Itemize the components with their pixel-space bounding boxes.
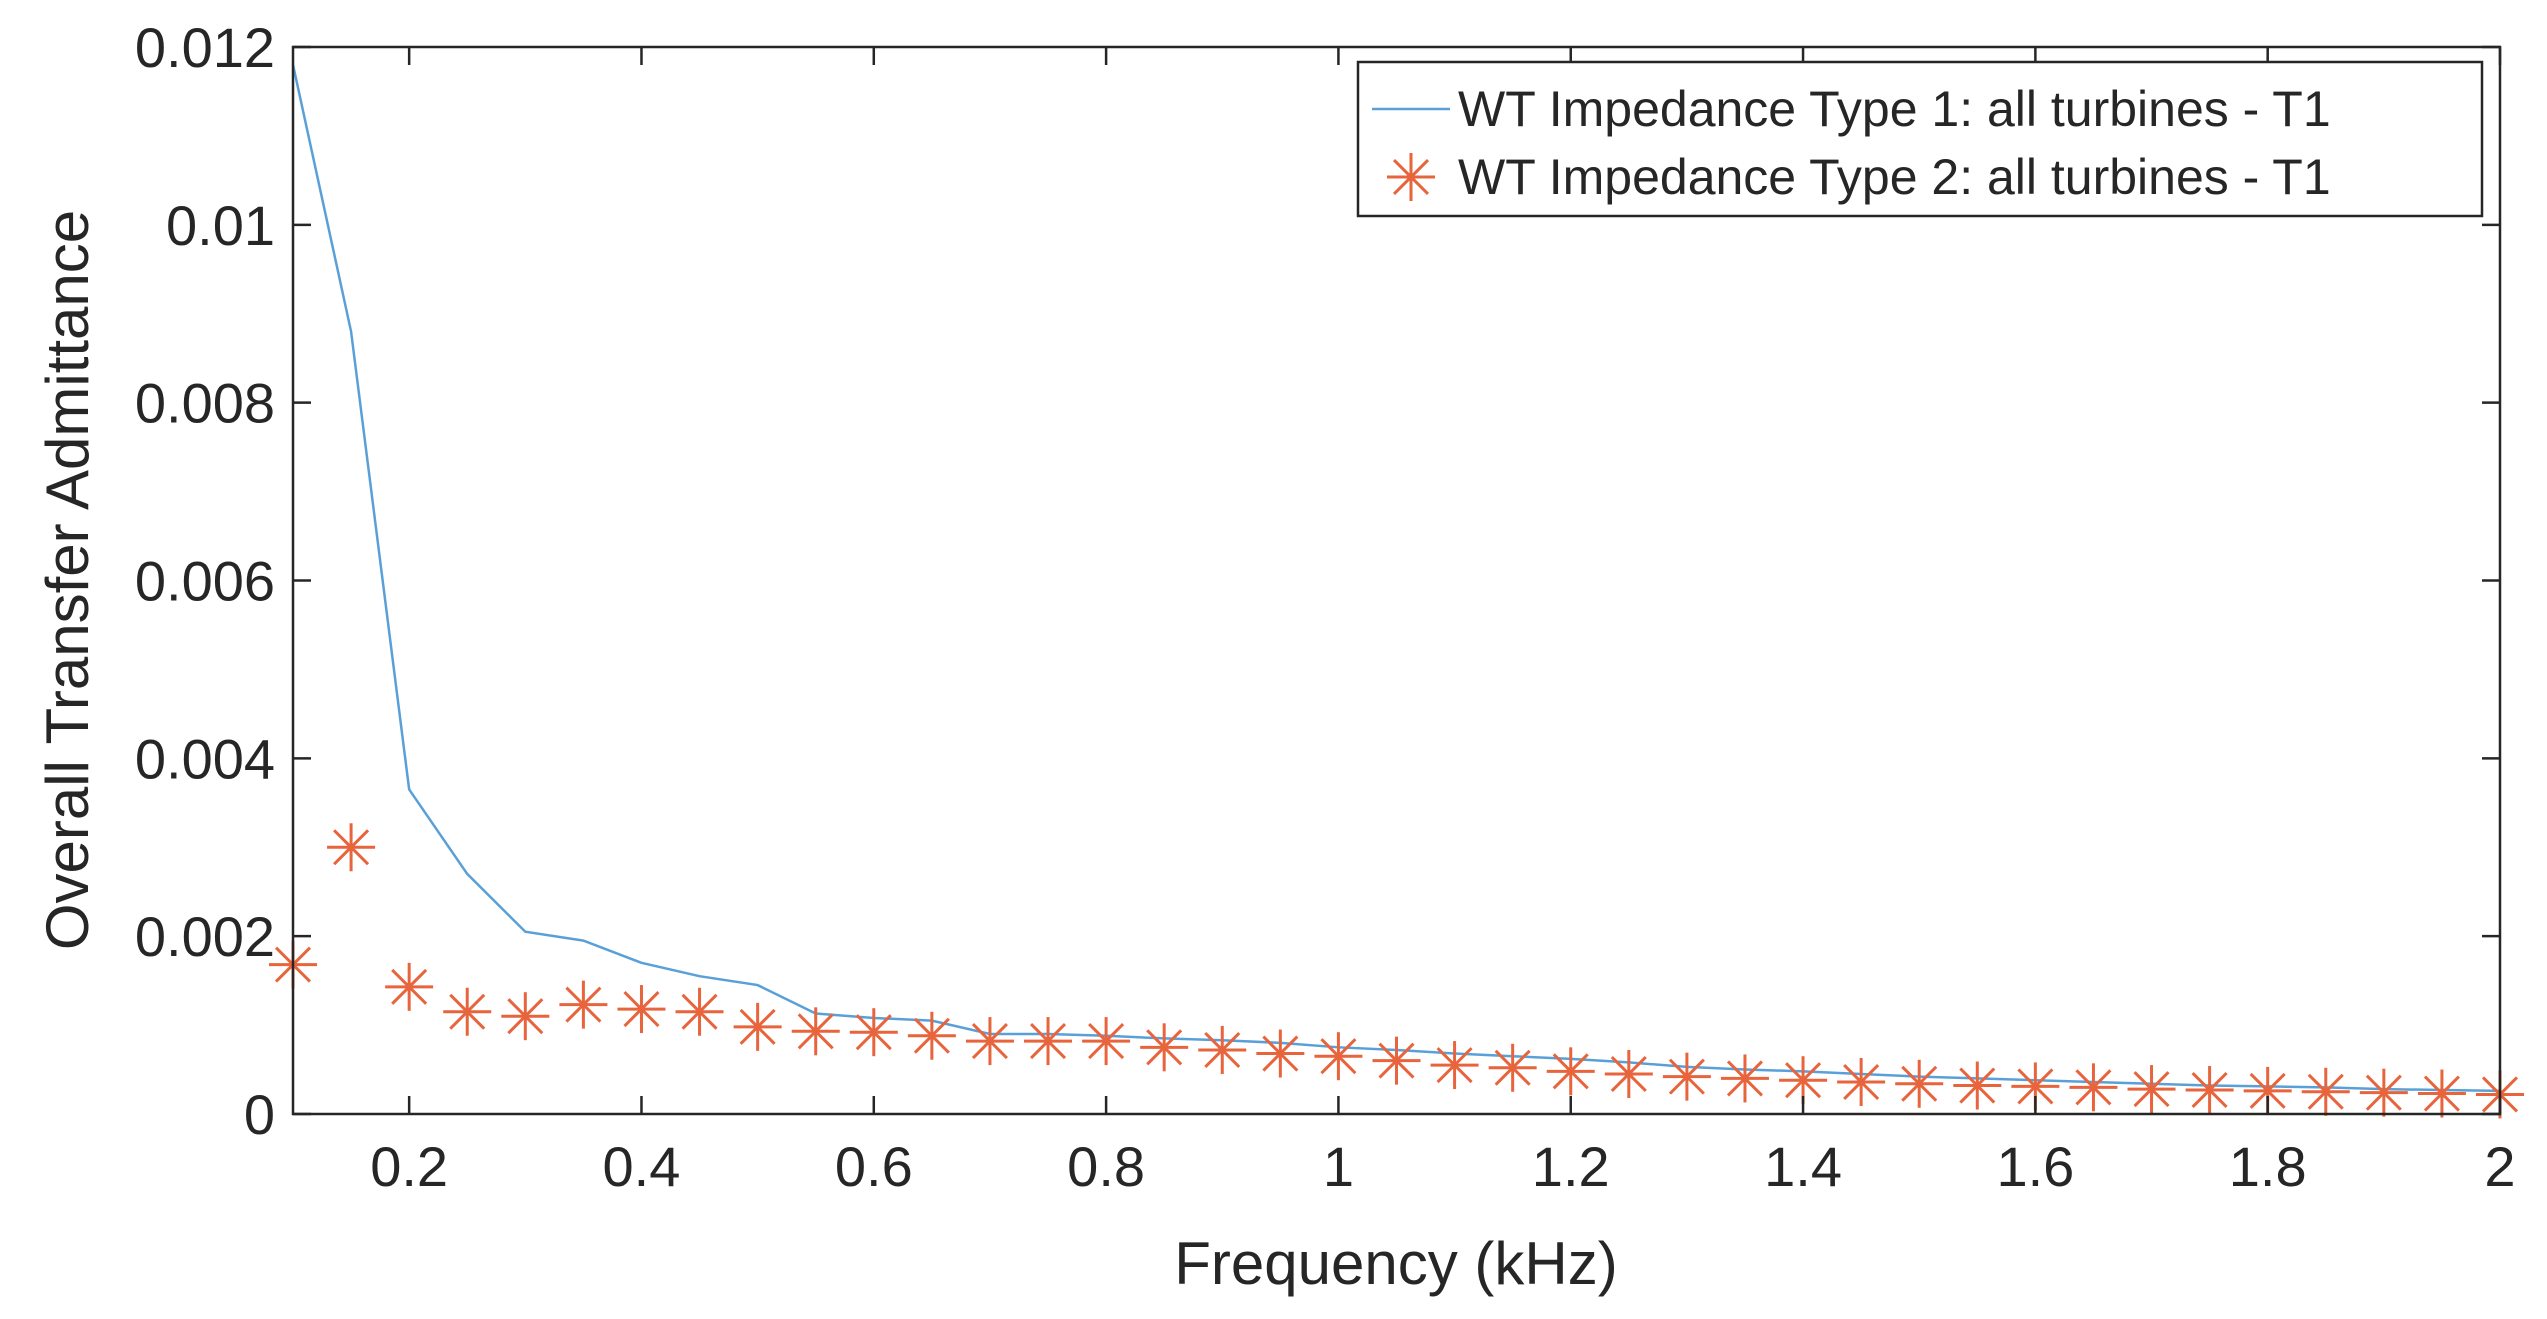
series-2-point [1662, 1052, 1711, 1101]
series-2-point [1546, 1047, 1595, 1096]
series-2-point [443, 987, 492, 1036]
series-2-point [385, 962, 434, 1011]
series-2-point [327, 823, 376, 872]
x-tick-label: 0.6 [835, 1135, 913, 1198]
series-2-point [1720, 1054, 1769, 1103]
y-tick-label: 0.008 [135, 372, 275, 435]
series-2-point [1140, 1023, 1189, 1072]
x-tick-label: 1 [1323, 1135, 1354, 1198]
y-axis-label: Overall Transfer Admittance [34, 210, 101, 950]
legend-entry-label: WT Impedance Type 2: all turbines - T1 [1458, 149, 2331, 205]
legend-entry-label: WT Impedance Type 1: all turbines - T1 [1458, 81, 2331, 137]
x-tick-label: 0.8 [1067, 1135, 1145, 1198]
legend: WT Impedance Type 1: all turbines - T1 WT… [1356, 60, 2484, 218]
series-2-point [617, 985, 666, 1034]
series-2-point [675, 987, 724, 1036]
series-2-point [1488, 1043, 1537, 1092]
series-2-point [907, 1011, 956, 1060]
series-2-point [2185, 1065, 2234, 1114]
y-tick-label: 0.012 [135, 16, 275, 79]
x-tick-label: 2 [2484, 1135, 2515, 1198]
x-axis-label: Frequency (kHz) [1174, 1230, 1617, 1297]
y-tick-label: 0.002 [135, 905, 275, 968]
series-2-point [965, 1017, 1014, 1066]
legend-box [1356, 60, 2484, 218]
series-2-point [501, 992, 550, 1041]
x-tick-label: 1.4 [1764, 1135, 1842, 1198]
series-2-point [559, 980, 608, 1029]
series-2-point [1430, 1041, 1479, 1090]
series-2-point [1314, 1032, 1363, 1081]
series-2-point [2127, 1065, 2176, 1114]
series-2-point [1895, 1059, 1944, 1108]
series-2-point [1024, 1017, 1073, 1066]
series-2-point [733, 1002, 782, 1051]
x-tick-label: 0.2 [370, 1135, 448, 1198]
series-2-markers [269, 823, 2524, 1119]
x-tick-label: 1.6 [1996, 1135, 2074, 1198]
x-tick-label: 1.8 [2229, 1135, 2307, 1198]
y-tick-label: 0.006 [135, 550, 275, 613]
series-2-point [2243, 1066, 2292, 1115]
series-2-point [1082, 1017, 1131, 1066]
y-tick-label: 0.004 [135, 727, 275, 790]
series-2-point [2417, 1069, 2466, 1118]
series-2-point [791, 1007, 840, 1056]
series-2-point [849, 1008, 898, 1057]
series-2-point [2069, 1063, 2118, 1112]
series-2-point [1837, 1057, 1886, 1106]
series-2-point [1198, 1025, 1247, 1074]
series-2-point [1256, 1029, 1305, 1078]
y-tick-label: 0.01 [166, 194, 275, 257]
series-2-point [1953, 1061, 2002, 1110]
plot-area [293, 47, 2500, 1114]
series-layer [269, 64, 2524, 1119]
axes-layer: 0.2 0.4 0.6 0.8 1 1.2 1.4 1.6 1.8 2 0 0.002 0.004 0.0… [135, 16, 2516, 1198]
y-tick-label: 0 [244, 1083, 275, 1146]
series-2-point [2359, 1068, 2408, 1117]
series-2-point [1604, 1049, 1653, 1098]
legend-swatch-marker [1387, 153, 1435, 201]
series-2-point [1372, 1036, 1421, 1085]
x-tick-label: 0.4 [603, 1135, 681, 1198]
x-tick-label: 1.2 [1532, 1135, 1610, 1198]
series-2-point [2301, 1067, 2350, 1116]
